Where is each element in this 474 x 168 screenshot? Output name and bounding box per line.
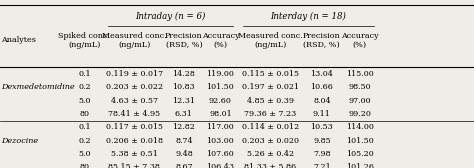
Text: 12.82: 12.82: [173, 123, 195, 131]
Text: Analytes: Analytes: [1, 36, 36, 44]
Text: Precision
(RSD, %): Precision (RSD, %): [165, 32, 203, 49]
Text: 0.114 ± 0.012: 0.114 ± 0.012: [242, 123, 299, 131]
Text: 6.31: 6.31: [175, 110, 193, 118]
Text: 9.48: 9.48: [175, 150, 193, 158]
Text: 8.74: 8.74: [175, 137, 193, 145]
Text: 101.50: 101.50: [346, 137, 374, 145]
Text: Measured conc.
(ng/mL): Measured conc. (ng/mL): [102, 32, 166, 49]
Text: 106.43: 106.43: [206, 163, 235, 168]
Text: Precision
(RSD, %): Precision (RSD, %): [303, 32, 341, 49]
Text: 115.00: 115.00: [346, 70, 374, 78]
Text: 0.203 ± 0.020: 0.203 ± 0.020: [242, 137, 299, 145]
Text: 0.1: 0.1: [78, 123, 91, 131]
Text: Dexmedetomidine: Dexmedetomidine: [1, 83, 75, 91]
Text: 117.00: 117.00: [207, 123, 234, 131]
Text: 0.2: 0.2: [78, 137, 91, 145]
Text: 5.26 ± 0.42: 5.26 ± 0.42: [246, 150, 294, 158]
Text: 97.00: 97.00: [348, 97, 371, 105]
Text: 0.117 ± 0.015: 0.117 ± 0.015: [106, 123, 163, 131]
Text: 5.0: 5.0: [78, 150, 91, 158]
Text: 5.0: 5.0: [78, 97, 91, 105]
Text: 119.00: 119.00: [207, 70, 234, 78]
Text: 105.20: 105.20: [346, 150, 374, 158]
Text: 78.41 ± 4.95: 78.41 ± 4.95: [108, 110, 160, 118]
Text: 5.38 ± 0.51: 5.38 ± 0.51: [111, 150, 157, 158]
Text: 4.85 ± 0.39: 4.85 ± 0.39: [246, 97, 294, 105]
Text: 0.115 ± 0.015: 0.115 ± 0.015: [242, 70, 299, 78]
Text: 101.50: 101.50: [207, 83, 234, 91]
Text: 107.60: 107.60: [207, 150, 234, 158]
Text: 9.11: 9.11: [313, 110, 331, 118]
Text: 79.36 ± 7.23: 79.36 ± 7.23: [244, 110, 296, 118]
Text: 101.26: 101.26: [346, 163, 374, 168]
Text: 80: 80: [79, 110, 90, 118]
Text: 8.67: 8.67: [175, 163, 193, 168]
Text: 10.83: 10.83: [173, 83, 195, 91]
Text: Dezocine: Dezocine: [1, 137, 38, 145]
Text: Accuracy
(%): Accuracy (%): [201, 32, 239, 49]
Text: 9.85: 9.85: [313, 137, 331, 145]
Text: 0.119 ± 0.017: 0.119 ± 0.017: [106, 70, 163, 78]
Text: 7.98: 7.98: [313, 150, 331, 158]
Text: 13.04: 13.04: [310, 70, 333, 78]
Text: 10.66: 10.66: [310, 83, 333, 91]
Text: Intraday (n = 6): Intraday (n = 6): [136, 12, 206, 21]
Text: Accuracy
(%): Accuracy (%): [341, 32, 379, 49]
Text: 14.28: 14.28: [173, 70, 195, 78]
Text: 0.203 ± 0.022: 0.203 ± 0.022: [106, 83, 163, 91]
Text: 12.31: 12.31: [173, 97, 195, 105]
Text: 10.53: 10.53: [310, 123, 333, 131]
Text: 98.50: 98.50: [348, 83, 371, 91]
Text: 85.15 ± 7.38: 85.15 ± 7.38: [108, 163, 160, 168]
Text: 8.04: 8.04: [313, 97, 331, 105]
Text: 103.00: 103.00: [207, 137, 234, 145]
Text: 0.1: 0.1: [78, 70, 91, 78]
Text: 0.2: 0.2: [78, 83, 91, 91]
Text: 0.206 ± 0.018: 0.206 ± 0.018: [106, 137, 163, 145]
Text: 7.21: 7.21: [313, 163, 331, 168]
Text: 92.60: 92.60: [209, 97, 232, 105]
Text: 0.197 ± 0.021: 0.197 ± 0.021: [242, 83, 299, 91]
Text: Spiked conc.
(ng/mL): Spiked conc. (ng/mL): [58, 32, 110, 49]
Text: 98.01: 98.01: [209, 110, 232, 118]
Text: 4.63 ± 0.57: 4.63 ± 0.57: [110, 97, 158, 105]
Text: Measured conc.
(ng/mL): Measured conc. (ng/mL): [238, 32, 302, 49]
Text: 80: 80: [79, 163, 90, 168]
Text: Interday (n = 18): Interday (n = 18): [270, 12, 346, 21]
Text: 114.00: 114.00: [346, 123, 374, 131]
Text: 81.33 ± 5.86: 81.33 ± 5.86: [244, 163, 296, 168]
Text: 99.20: 99.20: [348, 110, 371, 118]
